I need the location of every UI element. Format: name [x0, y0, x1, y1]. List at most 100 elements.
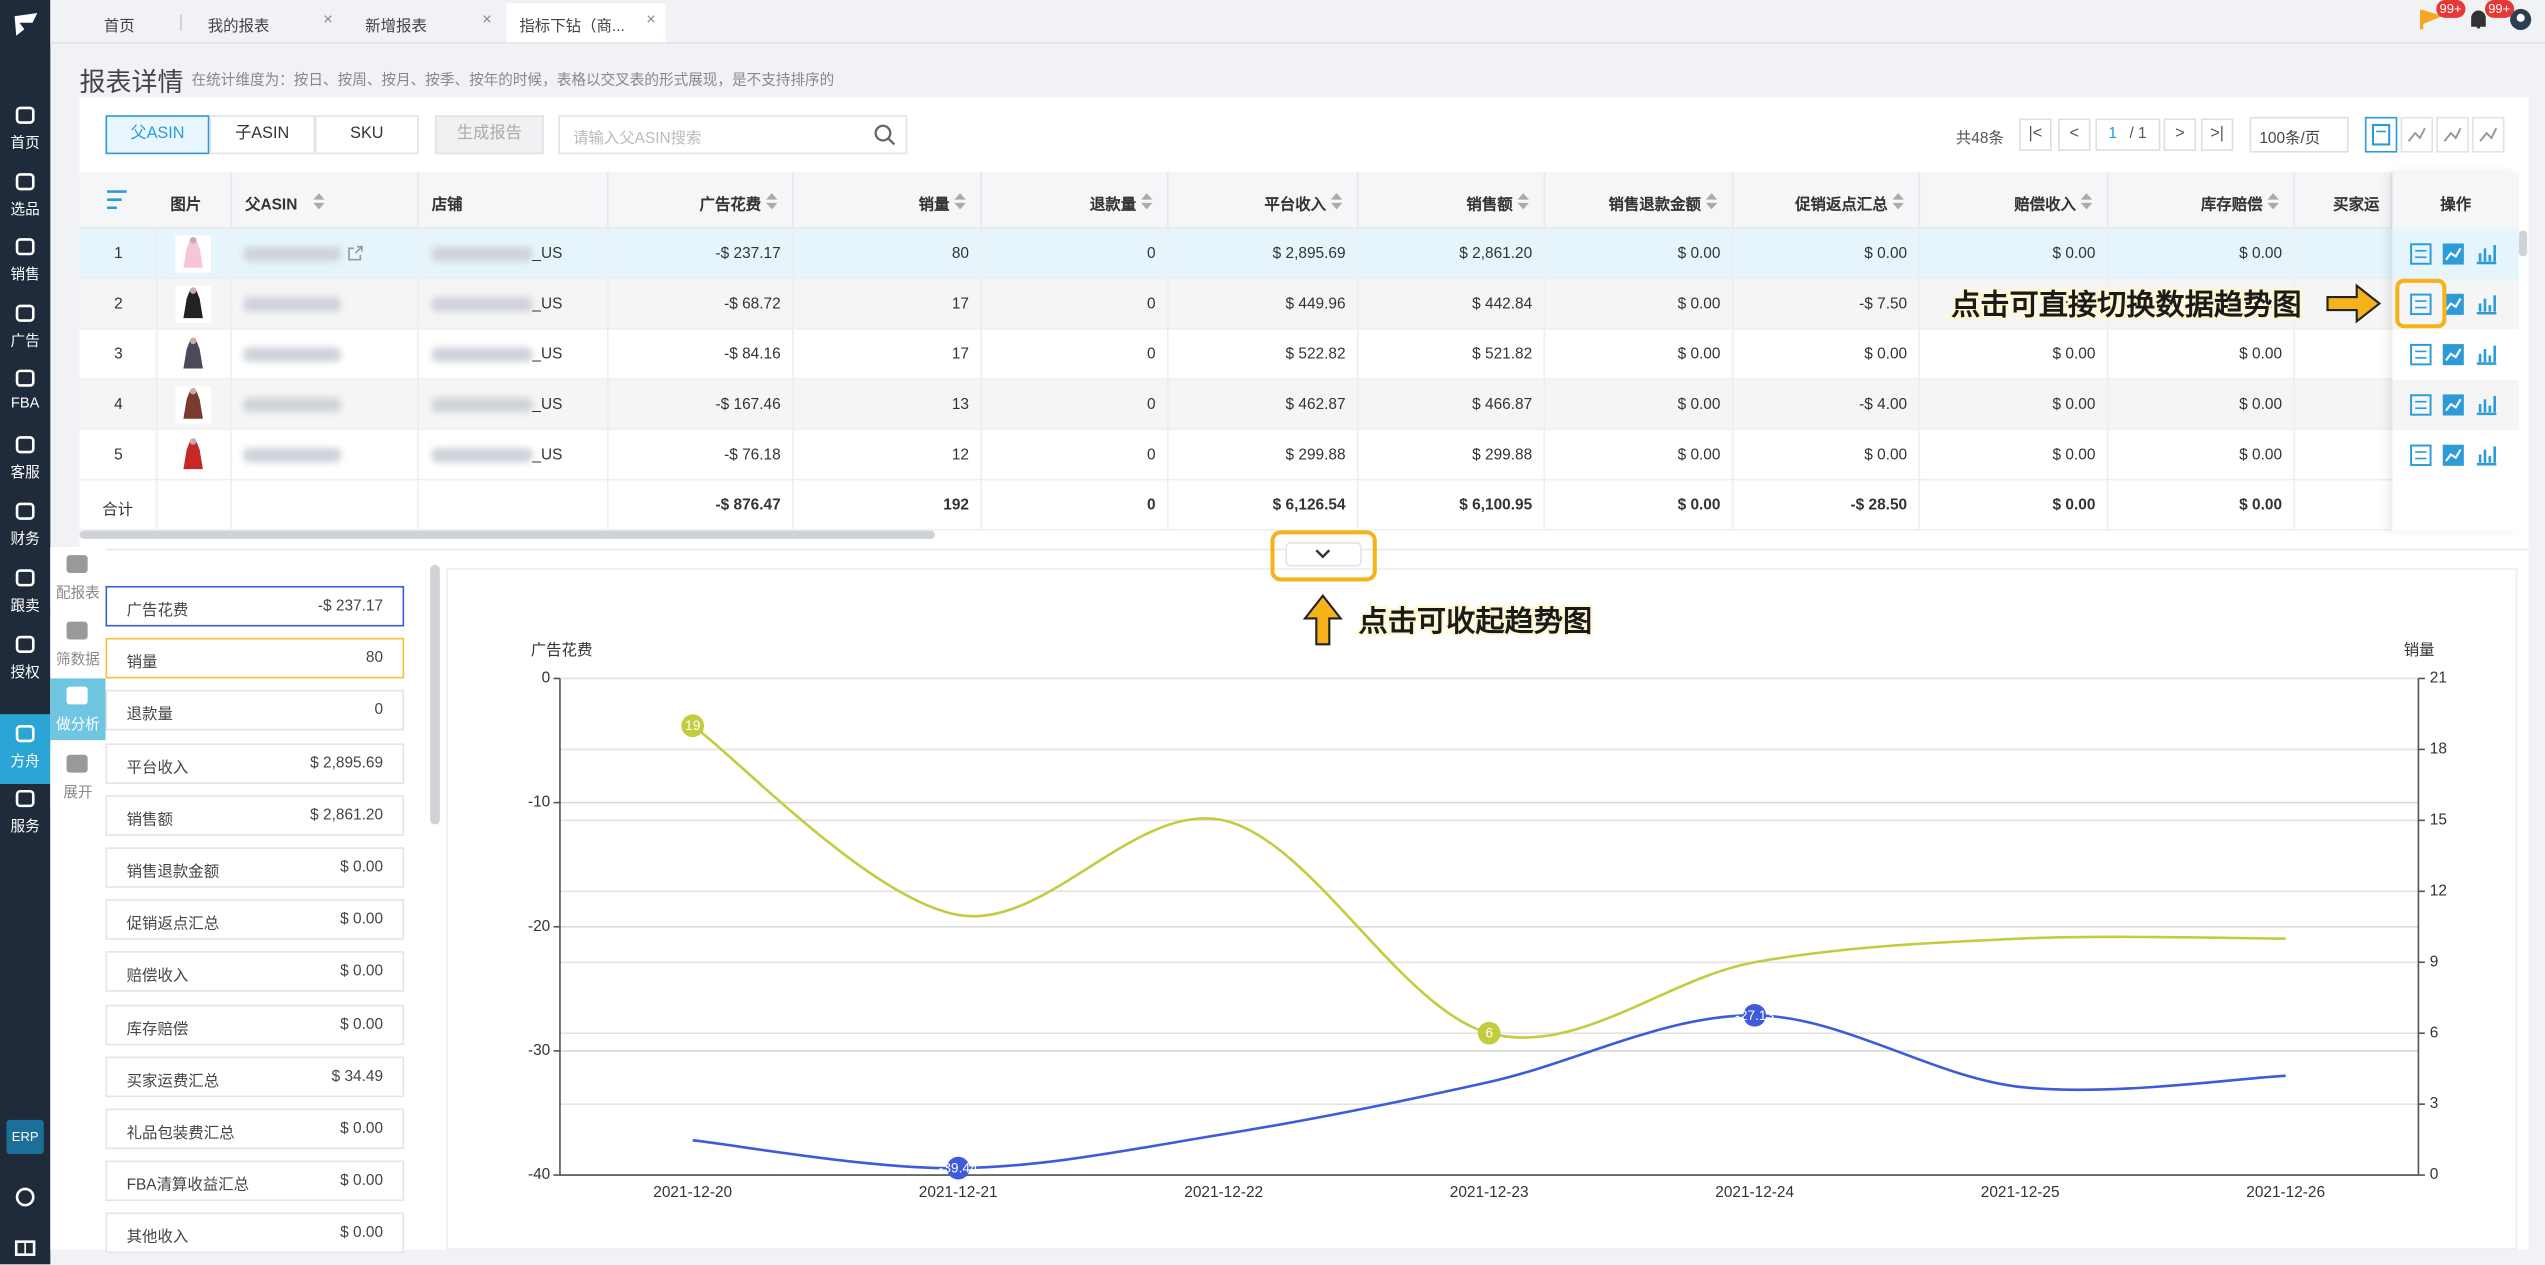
bar-view-icon[interactable]: [2475, 443, 2498, 466]
sidebar-icon[interactable]: [15, 368, 36, 387]
trend-view-icon[interactable]: [2442, 243, 2464, 265]
sidebar-item[interactable]: 跟卖: [10, 597, 40, 614]
bell-icon[interactable]: [2467, 8, 2490, 31]
sort-icon[interactable]: [1517, 193, 1529, 210]
table-view-icon[interactable]: [2410, 444, 2432, 466]
page-box[interactable]: [2095, 118, 2161, 151]
sidebar-icon[interactable]: [15, 237, 36, 256]
sort-icon[interactable]: [2267, 193, 2279, 210]
table-view-icon[interactable]: [2410, 293, 2432, 316]
column-header[interactable]: 促销返点汇总: [1795, 196, 1888, 215]
sidebar-item[interactable]: 财务: [10, 530, 40, 547]
column-header[interactable]: 广告花费: [699, 196, 762, 215]
side-tool[interactable]: 展开: [50, 746, 106, 809]
metric-item[interactable]: 销售额 $ 2,861.20: [105, 794, 405, 836]
sidebar-item[interactable]: 选品: [10, 201, 40, 218]
column-settings-icon[interactable]: [106, 190, 129, 210]
metrics-scrollbar[interactable]: [430, 564, 440, 825]
bar-view-icon[interactable]: [2475, 342, 2498, 365]
pager-button[interactable]: >: [2163, 118, 2197, 151]
metric-item[interactable]: 销售退款金额 $ 0.00: [105, 847, 405, 888]
sort-icon[interactable]: [2080, 193, 2093, 210]
sidebar-item[interactable]: FBA: [10, 394, 40, 411]
tab[interactable]: 我的报表 ×: [195, 3, 343, 42]
product-image[interactable]: [175, 386, 212, 424]
search-input[interactable]: 请输入父ASIN搜索: [558, 115, 908, 155]
view-toggle[interactable]: [2471, 116, 2505, 153]
product-image[interactable]: [175, 436, 212, 474]
segment-button[interactable]: SKU: [314, 115, 419, 155]
sidebar-item[interactable]: 服务: [10, 818, 40, 835]
view-toggle[interactable]: [2364, 116, 2398, 153]
bar-view-icon[interactable]: [2475, 242, 2498, 265]
view-toggle[interactable]: [2436, 116, 2469, 153]
sidebar-item[interactable]: 授权: [10, 663, 40, 681]
help-icon[interactable]: [15, 1186, 36, 1207]
sidebar-icon[interactable]: [15, 635, 36, 654]
trend-view-icon[interactable]: [2442, 344, 2464, 366]
sort-icon[interactable]: [1705, 193, 1718, 210]
pager-button[interactable]: |<: [2019, 118, 2052, 151]
table-view-icon[interactable]: [2410, 394, 2432, 416]
horizontal-scrollbar[interactable]: [79, 530, 935, 539]
search-icon[interactable]: [873, 123, 896, 146]
metric-item[interactable]: FBA清算收益汇总 $ 0.00: [105, 1160, 405, 1202]
metric-item[interactable]: 广告花费 -$ 237.17: [105, 585, 405, 627]
sidebar-icon[interactable]: [15, 789, 36, 808]
sidebar-icon[interactable]: [15, 172, 36, 191]
sidebar-item[interactable]: 销售: [10, 266, 40, 283]
metric-item[interactable]: 库存赔偿 $ 0.00: [105, 1004, 405, 1045]
tab[interactable]: 指标下钻（商... ×: [506, 3, 666, 43]
column-header[interactable]: 销售额: [1466, 196, 1513, 215]
gift-icon[interactable]: [14, 1235, 36, 1256]
page-size-select[interactable]: 100条/页: [2249, 116, 2349, 153]
trend-view-icon[interactable]: [2442, 444, 2464, 466]
vertical-scrollbar[interactable]: [2519, 230, 2528, 257]
sidebar-icon[interactable]: [15, 304, 36, 323]
erp-button[interactable]: ERP: [6, 1119, 44, 1155]
metric-item[interactable]: 赔偿收入 $ 0.00: [105, 951, 405, 993]
sidebar-icon[interactable]: [15, 724, 36, 743]
metric-item[interactable]: 销量 80: [105, 638, 405, 679]
sidebar-icon[interactable]: [15, 568, 36, 587]
sidebar-icon[interactable]: [15, 435, 36, 454]
side-tool[interactable]: 配报表: [50, 546, 106, 609]
metric-item[interactable]: 买家运费汇总 $ 34.49: [105, 1056, 405, 1097]
sidebar-item[interactable]: 广告: [10, 332, 40, 349]
sort-icon[interactable]: [954, 193, 966, 210]
sort-icon[interactable]: [766, 193, 778, 210]
tab[interactable]: 新增报表 ×: [352, 3, 501, 42]
sort-icon[interactable]: [1141, 193, 1153, 210]
product-image[interactable]: [175, 285, 212, 323]
view-toggle[interactable]: [2400, 116, 2434, 153]
sidebar-icon[interactable]: [15, 502, 36, 521]
product-image[interactable]: [175, 235, 212, 273]
column-header[interactable]: 父ASIN: [245, 196, 298, 215]
tab[interactable]: 首页: [80, 3, 182, 42]
avatar[interactable]: [2509, 8, 2532, 31]
pager-button[interactable]: >|: [2200, 118, 2234, 151]
column-header[interactable]: 销量: [918, 196, 950, 215]
trend-view-icon[interactable]: [2442, 293, 2464, 315]
external-link-icon[interactable]: [347, 245, 363, 261]
sort-icon[interactable]: [313, 193, 325, 210]
side-tool[interactable]: 筛数据: [50, 613, 106, 676]
column-header[interactable]: 销售退款金额: [1608, 196, 1701, 215]
flag-icon[interactable]: [2418, 8, 2443, 31]
column-header[interactable]: 平台收入: [1264, 196, 1327, 215]
bar-view-icon[interactable]: [2475, 393, 2498, 416]
bar-view-icon[interactable]: [2475, 292, 2498, 315]
column-header[interactable]: 赔偿收入: [2014, 196, 2076, 215]
table-view-icon[interactable]: [2410, 343, 2432, 366]
sort-icon[interactable]: [1330, 193, 1343, 210]
sort-icon[interactable]: [1892, 193, 1904, 210]
collapse-chevron[interactable]: [1315, 547, 1331, 560]
segment-button[interactable]: 子ASIN: [209, 115, 315, 155]
sidebar-item[interactable]: 客服: [10, 464, 40, 481]
side-tool[interactable]: 做分析: [50, 678, 106, 741]
table-view-icon[interactable]: [2410, 243, 2432, 265]
metric-item[interactable]: 退款量 0: [105, 690, 405, 732]
segment-button[interactable]: 父ASIN: [105, 115, 210, 155]
generate-report-button[interactable]: 生成报告: [434, 115, 544, 155]
sidebar-item[interactable]: 方舟: [10, 753, 40, 770]
